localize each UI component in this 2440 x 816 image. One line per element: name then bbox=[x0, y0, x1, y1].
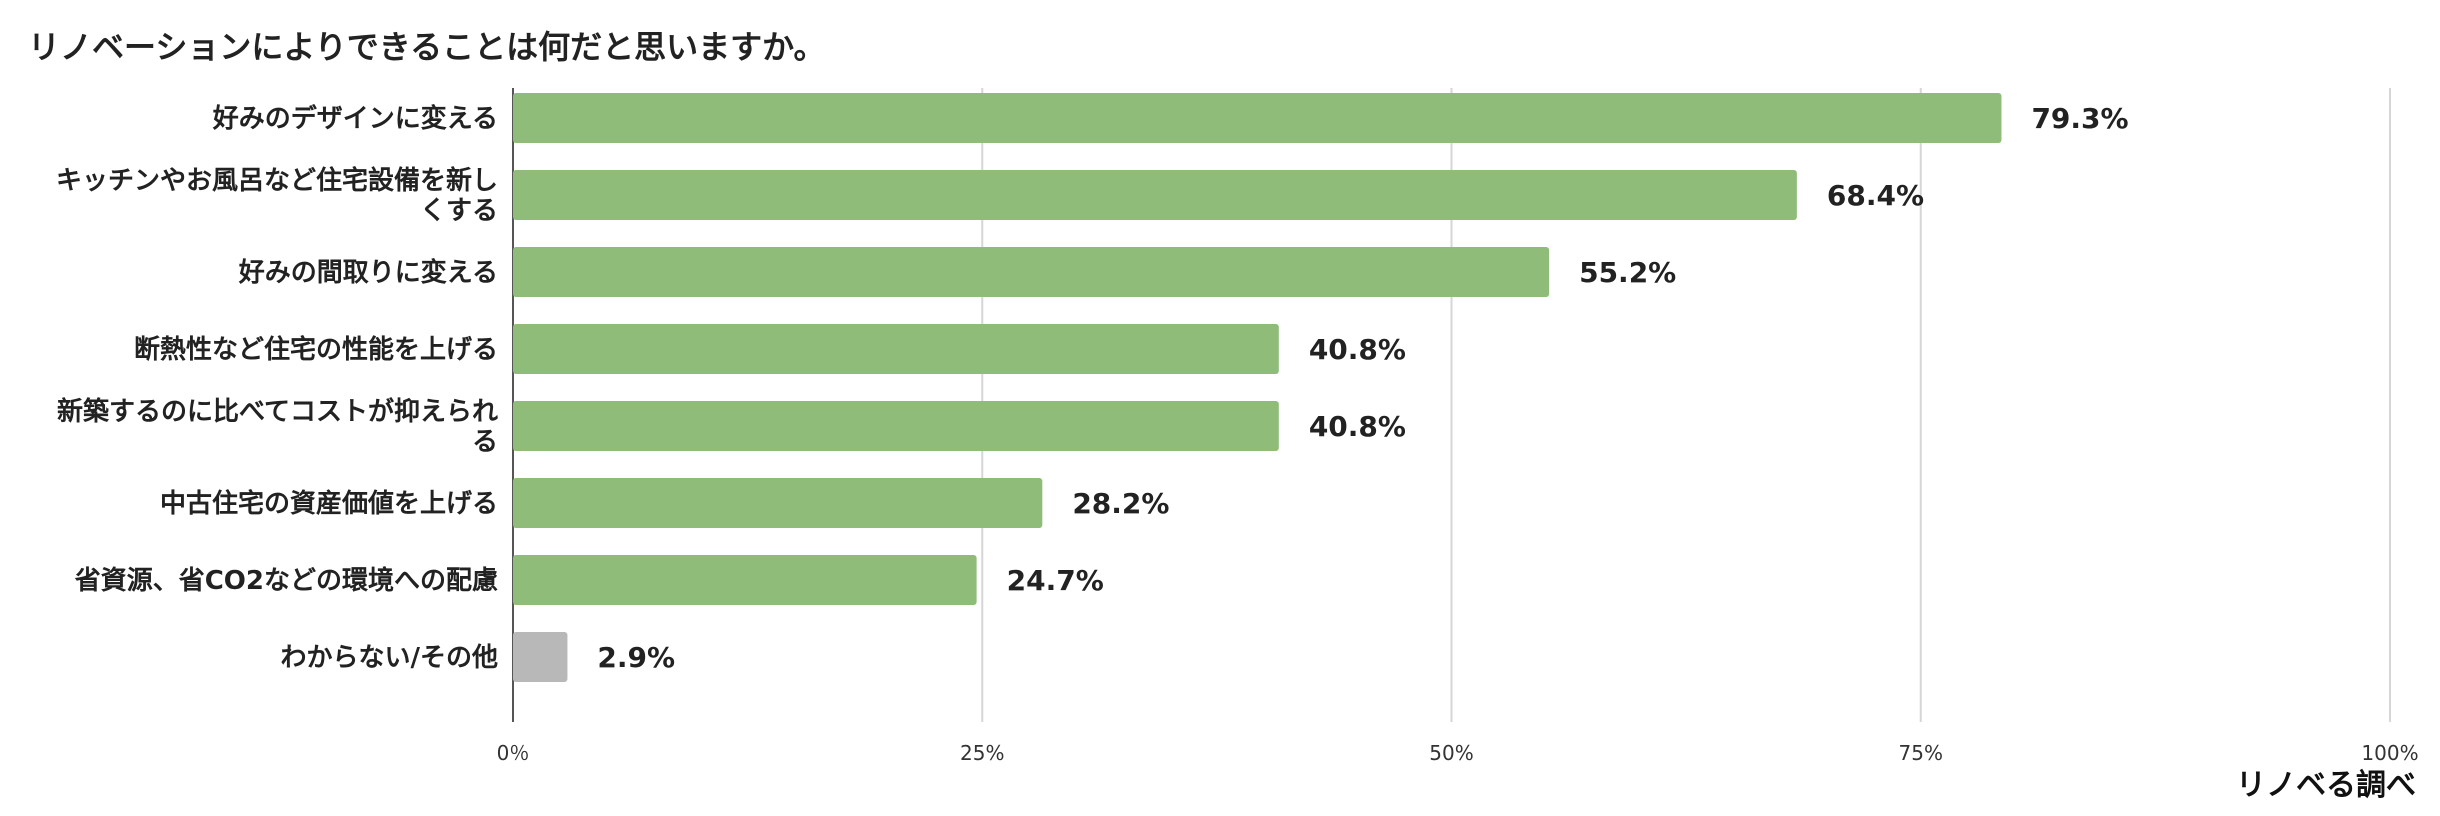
category-label: くする bbox=[420, 196, 498, 226]
x-tick-label: 0％ bbox=[497, 741, 530, 765]
value-label: 68.4% bbox=[1827, 179, 1924, 212]
category-label: 好みの間取りに変える bbox=[238, 257, 498, 288]
category-label: る bbox=[472, 427, 498, 457]
value-label: 79.3% bbox=[2031, 102, 2128, 135]
value-label: 40.8% bbox=[1309, 410, 1406, 443]
category-label: キッチンやお風呂など住宅設備を新し bbox=[56, 165, 498, 196]
value-label: 24.7% bbox=[1007, 564, 1104, 597]
value-label: 2.9% bbox=[597, 641, 675, 674]
category-label: 断熱性など住宅の性能を上げる bbox=[134, 334, 498, 365]
bar bbox=[513, 632, 568, 682]
bar bbox=[513, 247, 1550, 297]
category-label: 新築するのに比べてコストが抑えられ bbox=[57, 396, 498, 427]
bar bbox=[513, 324, 1279, 374]
category-label: 省資源、省CO2などの環境への配慮 bbox=[74, 565, 498, 596]
value-label: 28.2% bbox=[1072, 487, 1169, 520]
bar bbox=[513, 93, 2002, 143]
bar bbox=[513, 401, 1279, 451]
x-tick-label: 100% bbox=[2361, 741, 2418, 765]
bar bbox=[513, 555, 977, 605]
category-label: 好みのデザインに変える bbox=[212, 103, 498, 134]
x-tick-label: 75% bbox=[1899, 741, 1943, 765]
chart-title: リノベーションによりできることは何だと思いますか。 bbox=[28, 28, 826, 66]
bar bbox=[513, 478, 1043, 528]
value-label: 55.2% bbox=[1579, 256, 1676, 289]
x-tick-label: 25% bbox=[960, 741, 1004, 765]
value-label: 40.8% bbox=[1309, 333, 1406, 366]
category-label: わからない/その他 bbox=[281, 643, 499, 673]
source-note: リノベる調べ bbox=[2236, 768, 2416, 803]
x-tick-label: 50% bbox=[1429, 741, 1473, 765]
category-label: 中古住宅の資産価値を上げる bbox=[160, 488, 498, 519]
bar bbox=[513, 170, 1797, 220]
